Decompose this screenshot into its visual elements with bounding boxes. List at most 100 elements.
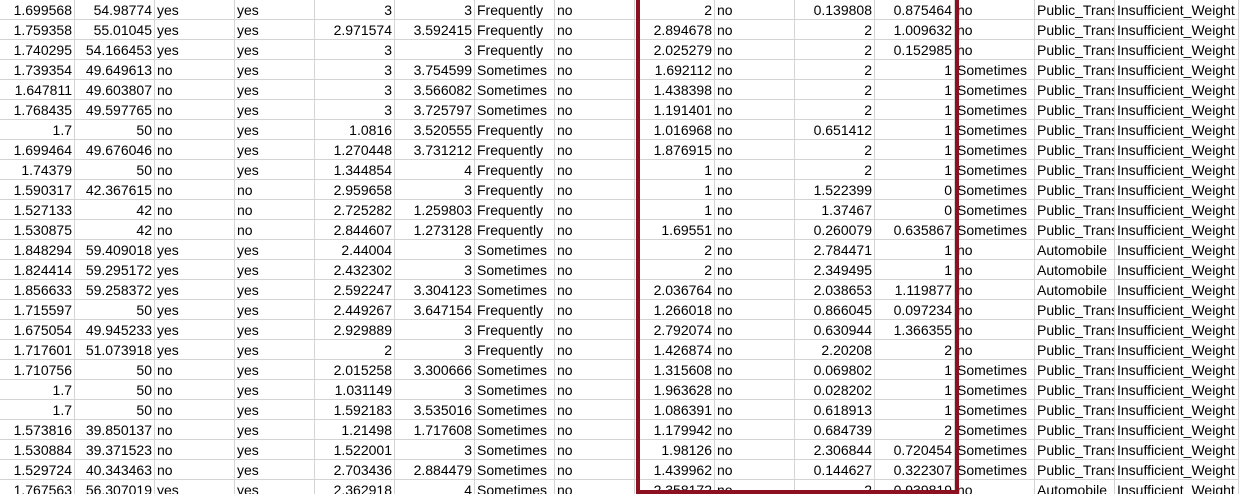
table-cell[interactable]: no <box>555 340 635 360</box>
table-cell[interactable]: yes <box>235 400 315 420</box>
table-cell[interactable]: 1.675054 <box>0 320 75 340</box>
table-cell[interactable]: yes <box>235 280 315 300</box>
table-cell[interactable]: 0.630944 <box>795 320 875 340</box>
table-cell[interactable]: 1 <box>875 80 955 100</box>
table-cell[interactable]: 1.119877 <box>875 280 955 300</box>
table-cell[interactable]: no <box>715 400 795 420</box>
table-cell[interactable]: Frequently <box>475 160 555 180</box>
table-cell[interactable]: 1 <box>875 380 955 400</box>
table-cell[interactable]: 59.409018 <box>75 240 155 260</box>
table-cell[interactable]: 0.152985 <box>875 40 955 60</box>
table-cell[interactable]: yes <box>235 420 315 440</box>
table-cell[interactable]: no <box>955 40 1035 60</box>
table-cell[interactable]: no <box>715 440 795 460</box>
table-cell[interactable]: Sometimes <box>955 200 1035 220</box>
table-cell[interactable]: 1.273128 <box>395 220 475 240</box>
table-cell[interactable]: 54.98774 <box>75 0 155 20</box>
table-cell[interactable]: 3 <box>395 440 475 460</box>
table-cell[interactable]: 0.069802 <box>795 360 875 380</box>
table-cell[interactable]: 1.647811 <box>0 80 75 100</box>
table-cell[interactable]: no <box>155 380 235 400</box>
table-cell[interactable]: 2.358172 <box>635 480 715 494</box>
table-cell[interactable]: no <box>155 140 235 160</box>
table-cell[interactable]: Public_Trans <box>1035 200 1115 220</box>
table-cell[interactable]: 3 <box>315 60 395 80</box>
table-cell[interactable]: Insufficient_Weight <box>1115 200 1239 220</box>
table-cell[interactable]: no <box>555 420 635 440</box>
table-cell[interactable]: 1.74379 <box>0 160 75 180</box>
table-cell[interactable]: Sometimes <box>955 120 1035 140</box>
table-cell[interactable]: Insufficient_Weight <box>1115 40 1239 60</box>
table-cell[interactable]: 49.945233 <box>75 320 155 340</box>
table-cell[interactable]: 2.784471 <box>795 240 875 260</box>
table-cell[interactable]: Sometimes <box>955 180 1035 200</box>
table-cell[interactable]: Insufficient_Weight <box>1115 220 1239 240</box>
table-cell[interactable]: 1.529724 <box>0 460 75 480</box>
table-cell[interactable]: no <box>555 40 635 60</box>
table-cell[interactable]: 1.016968 <box>635 120 715 140</box>
table-cell[interactable]: 0.322307 <box>875 460 955 480</box>
table-cell[interactable]: 1 <box>875 160 955 180</box>
table-cell[interactable]: 1.573816 <box>0 420 75 440</box>
table-cell[interactable]: no <box>155 420 235 440</box>
table-cell[interactable]: no <box>155 440 235 460</box>
table-cell[interactable]: 1.592183 <box>315 400 395 420</box>
table-cell[interactable]: Sometimes <box>475 280 555 300</box>
table-cell[interactable]: no <box>715 40 795 60</box>
table-cell[interactable]: 2.306844 <box>795 440 875 460</box>
table-cell[interactable]: Public_Trans <box>1035 0 1115 20</box>
table-cell[interactable]: Insufficient_Weight <box>1115 240 1239 260</box>
table-cell[interactable]: Sometimes <box>955 360 1035 380</box>
table-cell[interactable]: Sometimes <box>955 220 1035 240</box>
table-cell[interactable]: Insufficient_Weight <box>1115 320 1239 340</box>
table-cell[interactable]: no <box>555 360 635 380</box>
table-cell[interactable]: Public_Trans <box>1035 400 1115 420</box>
table-cell[interactable]: yes <box>155 240 235 260</box>
table-cell[interactable]: 1.426874 <box>635 340 715 360</box>
table-cell[interactable]: 0.684739 <box>795 420 875 440</box>
table-cell[interactable]: Sometimes <box>475 100 555 120</box>
table-cell[interactable]: no <box>555 320 635 340</box>
table-cell[interactable]: 0.260079 <box>795 220 875 240</box>
table-cell[interactable]: 3 <box>395 320 475 340</box>
table-cell[interactable]: no <box>955 280 1035 300</box>
table-cell[interactable]: 2.036764 <box>635 280 715 300</box>
table-cell[interactable]: Sometimes <box>475 400 555 420</box>
table-cell[interactable]: 2 <box>875 340 955 360</box>
table-cell[interactable]: 1.009632 <box>875 20 955 40</box>
table-cell[interactable]: 3 <box>315 80 395 100</box>
table-cell[interactable]: Automobile <box>1035 240 1115 260</box>
table-cell[interactable]: Sometimes <box>475 480 555 494</box>
table-cell[interactable]: 1.270448 <box>315 140 395 160</box>
table-cell[interactable]: 51.073918 <box>75 340 155 360</box>
table-cell[interactable]: 1.344854 <box>315 160 395 180</box>
table-cell[interactable]: no <box>155 400 235 420</box>
table-cell[interactable]: 55.01045 <box>75 20 155 40</box>
table-cell[interactable]: 2.971574 <box>315 20 395 40</box>
table-cell[interactable]: Sometimes <box>955 460 1035 480</box>
table-cell[interactable]: yes <box>155 260 235 280</box>
table-cell[interactable]: Insufficient_Weight <box>1115 20 1239 40</box>
table-cell[interactable]: Insufficient_Weight <box>1115 160 1239 180</box>
table-cell[interactable]: Frequently <box>475 340 555 360</box>
table-cell[interactable]: 0.720454 <box>875 440 955 460</box>
table-cell[interactable]: 39.850137 <box>75 420 155 440</box>
table-cell[interactable]: 1 <box>875 60 955 80</box>
table-cell[interactable]: no <box>955 480 1035 494</box>
table-cell[interactable]: 1.739354 <box>0 60 75 80</box>
table-cell[interactable]: Frequently <box>475 20 555 40</box>
table-cell[interactable]: no <box>715 380 795 400</box>
table-cell[interactable]: 1 <box>875 100 955 120</box>
table-cell[interactable]: 2.792074 <box>635 320 715 340</box>
table-cell[interactable]: 1.0816 <box>315 120 395 140</box>
table-cell[interactable]: 50 <box>75 380 155 400</box>
table-cell[interactable]: Sometimes <box>955 80 1035 100</box>
table-cell[interactable]: 3.520555 <box>395 120 475 140</box>
table-cell[interactable]: 2 <box>795 40 875 60</box>
table-cell[interactable]: no <box>715 280 795 300</box>
table-cell[interactable]: 0.875464 <box>875 0 955 20</box>
table-cell[interactable]: 1.876915 <box>635 140 715 160</box>
table-cell[interactable]: 1.98126 <box>635 440 715 460</box>
table-cell[interactable]: 1.717608 <box>395 420 475 440</box>
table-cell[interactable]: 1.759358 <box>0 20 75 40</box>
